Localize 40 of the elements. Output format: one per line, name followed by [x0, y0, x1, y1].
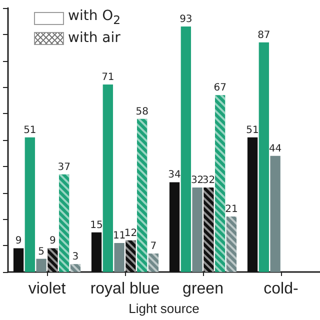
bar [258, 42, 270, 272]
data-label: 51 [246, 124, 259, 136]
bar [13, 248, 24, 272]
data-label: 32 [190, 175, 204, 186]
data-label: 12 [124, 228, 138, 239]
x-tick-label: cold- [264, 280, 298, 298]
bar [247, 137, 258, 272]
data-label: 3 [72, 252, 79, 263]
data-label: 37 [58, 162, 70, 173]
bar [24, 137, 36, 272]
data-label: 87 [258, 30, 270, 41]
data-label: 9 [15, 236, 22, 247]
data-label: 32 [202, 175, 216, 186]
data-label: 15 [90, 220, 103, 231]
data-label: 9 [50, 236, 56, 247]
data-label: 11 [112, 230, 126, 242]
annotation: with air [68, 29, 120, 47]
bar [91, 232, 102, 272]
x-tick-label: royal blue [90, 280, 160, 298]
x-tick-label: violet [28, 280, 66, 298]
annotation: with O$_{2}$ [68, 7, 121, 29]
data-label: 93 [180, 14, 192, 25]
bar [192, 188, 202, 272]
x-tick-label: green [182, 280, 224, 298]
data-label: 51 [24, 124, 36, 136]
bar [114, 242, 124, 272]
bar [169, 182, 180, 272]
data-label: 44 [268, 143, 282, 154]
bar [270, 156, 280, 272]
data-label: 5 [38, 246, 44, 258]
data-label: 21 [225, 204, 238, 216]
bar [180, 26, 192, 272]
data-label: 58 [136, 106, 148, 118]
data-label: 7 [150, 241, 157, 252]
bar [36, 258, 46, 272]
data-label: 71 [102, 72, 114, 84]
x-axis-title: Light source [128, 301, 200, 316]
data-label: 67 [214, 82, 226, 94]
data-label: 34 [168, 170, 181, 181]
bar [102, 84, 114, 272]
